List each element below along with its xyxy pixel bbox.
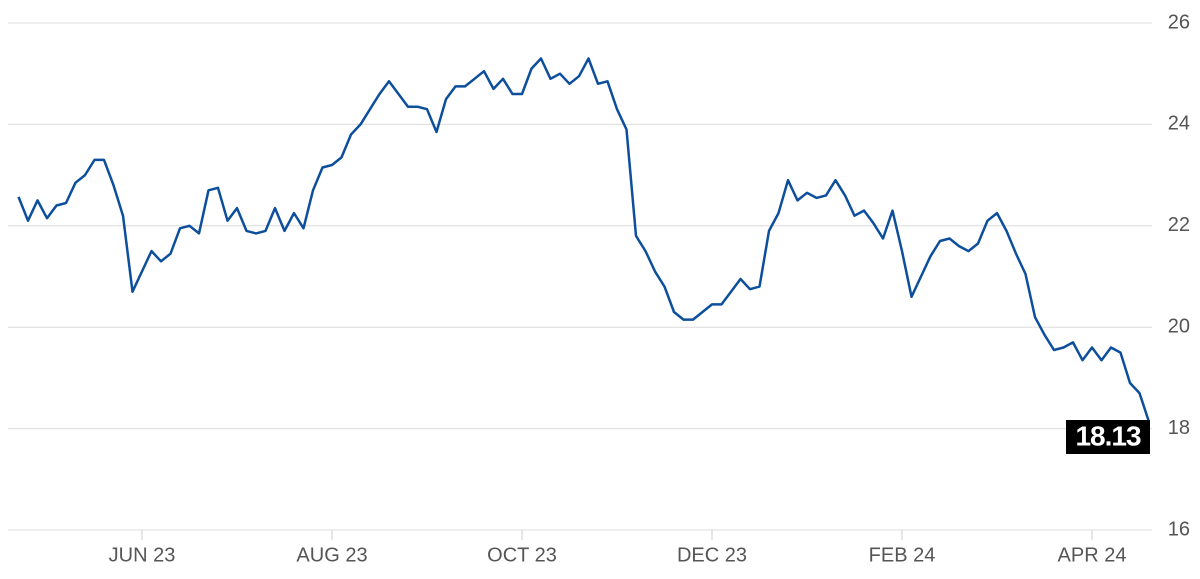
x-tick-label: JUN 23 (109, 544, 176, 566)
y-tick-label: 20 (1168, 315, 1190, 337)
x-tick-label: APR 24 (1058, 544, 1127, 566)
y-tick-label: 18 (1168, 417, 1190, 439)
price-line (17, 57, 1151, 423)
y-tick-label: 22 (1168, 214, 1190, 236)
x-tick-label: DEC 23 (677, 544, 747, 566)
last-value-text: 18.13 (1075, 420, 1140, 451)
last-value-label: 18.13 (1066, 420, 1150, 455)
x-tick-label: OCT 23 (487, 544, 557, 566)
last-value-box (1066, 420, 1150, 455)
x-tick-label: FEB 24 (869, 544, 936, 566)
y-tick-label: 26 (1168, 11, 1190, 33)
x-tick-label: AUG 23 (296, 544, 367, 566)
y-tick-label: 24 (1168, 113, 1190, 135)
y-tick-label: 16 (1168, 518, 1190, 540)
